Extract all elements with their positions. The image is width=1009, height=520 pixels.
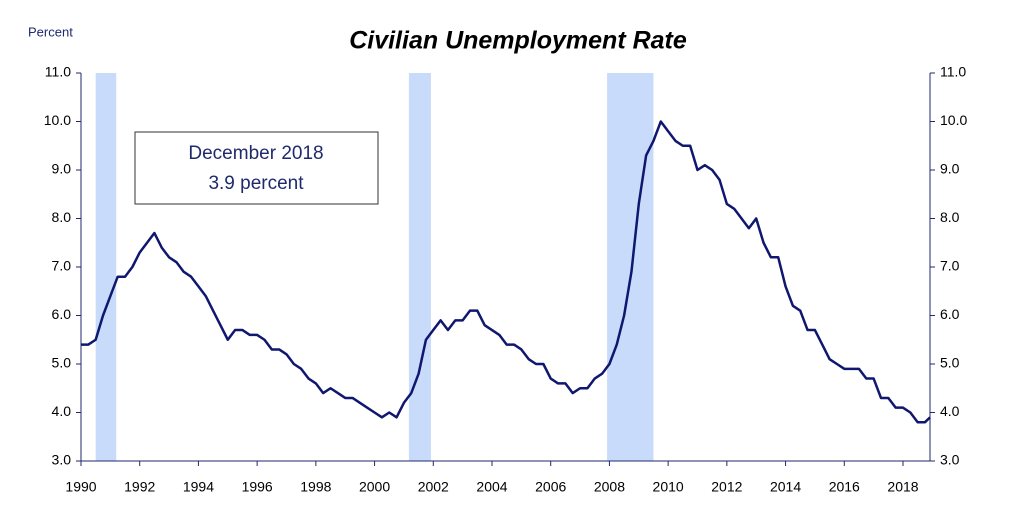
x-tick-label: 2016 [829, 479, 860, 495]
x-tick-label: 2018 [887, 479, 918, 495]
data-line [81, 120, 931, 424]
y2-tick-label: 4.0 [940, 403, 960, 419]
y-tick-label: 6.0 [52, 306, 72, 322]
x-tick-label: 2008 [594, 479, 625, 495]
chart-title: Civilian Unemployment Rate [349, 27, 687, 55]
y-tick-label: 5.0 [52, 355, 72, 371]
y2-tick-label: 9.0 [940, 161, 960, 177]
x-tick-label: 2010 [653, 479, 684, 495]
y2-tick-label: 3.0 [940, 452, 960, 468]
y2-tick-label: 8.0 [940, 209, 960, 225]
x-tick-label: 2002 [418, 479, 449, 495]
annotation-box [134, 131, 379, 205]
y-tick-label: 4.0 [52, 403, 72, 419]
x-tick-label: 2012 [711, 479, 742, 495]
y2-tick-label: 11.0 [940, 64, 966, 80]
y2-tick-label: 10.0 [940, 112, 967, 128]
y-tick-label: 10.0 [44, 112, 71, 128]
recession-band [408, 73, 431, 461]
y2-tick-label: 5.0 [940, 355, 960, 371]
x-tick-label: 1996 [242, 479, 273, 495]
x-tick-label: 1990 [65, 479, 96, 495]
x-tick-label: 2000 [359, 479, 390, 495]
y2-tick-label: 6.0 [940, 306, 960, 322]
x-tick-label: 2006 [535, 479, 566, 495]
x-tick-label: 2004 [476, 479, 507, 495]
x-tick-label: 1992 [124, 479, 155, 495]
x-tick-label: 1998 [300, 479, 331, 495]
annotation-text: December 2018 [188, 143, 323, 164]
y-tick-label: 7.0 [52, 258, 72, 274]
x-tick-label: 2014 [770, 479, 801, 495]
x-tick-label: 1994 [183, 479, 214, 495]
recession-band [607, 73, 654, 461]
y-tick-label: 8.0 [52, 209, 72, 225]
y-tick-label: 9.0 [52, 161, 72, 177]
annotation-text: 3.9 percent [208, 173, 304, 194]
y-axis-label: Percent [28, 24, 73, 39]
y-tick-label: 11.0 [45, 64, 71, 80]
recession-band [95, 73, 117, 461]
y-tick-label: 3.0 [52, 452, 72, 468]
y2-tick-label: 7.0 [940, 258, 960, 274]
